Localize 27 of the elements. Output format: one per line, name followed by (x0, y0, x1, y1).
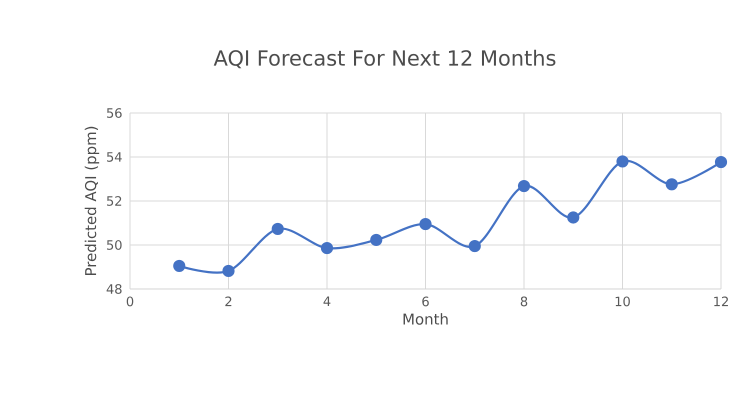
point (616, 155, 629, 168)
point (272, 222, 284, 236)
y-tick-label: 50 (107, 240, 122, 250)
point (419, 218, 432, 230)
point (666, 178, 678, 190)
point (173, 260, 186, 272)
x-tick-label: 10 (616, 296, 630, 306)
y-tick-label: 52 (107, 196, 122, 206)
y-tick-label: 48 (106, 284, 122, 294)
point (567, 211, 580, 224)
point (518, 180, 530, 192)
x-tick-label: 4 (324, 296, 330, 306)
point (222, 264, 235, 278)
y-tick-label: 56 (107, 108, 122, 118)
x-tick-label: 0 (126, 296, 134, 306)
x-tick-label: 6 (422, 296, 429, 306)
point (468, 240, 481, 252)
y-tick-label: 54 (107, 152, 122, 162)
x-tick-label: 12 (714, 296, 728, 306)
x-tick-label: 2 (225, 296, 232, 306)
point (370, 234, 382, 246)
y-axis-title: Predicted AQI (ppm) (84, 126, 100, 276)
x-tick-label: 8 (520, 296, 528, 306)
chart-title: AQI Forecast For Next 12 Months (214, 50, 556, 68)
point (714, 156, 728, 168)
point (320, 242, 334, 254)
x-axis-title: Month (404, 313, 448, 325)
